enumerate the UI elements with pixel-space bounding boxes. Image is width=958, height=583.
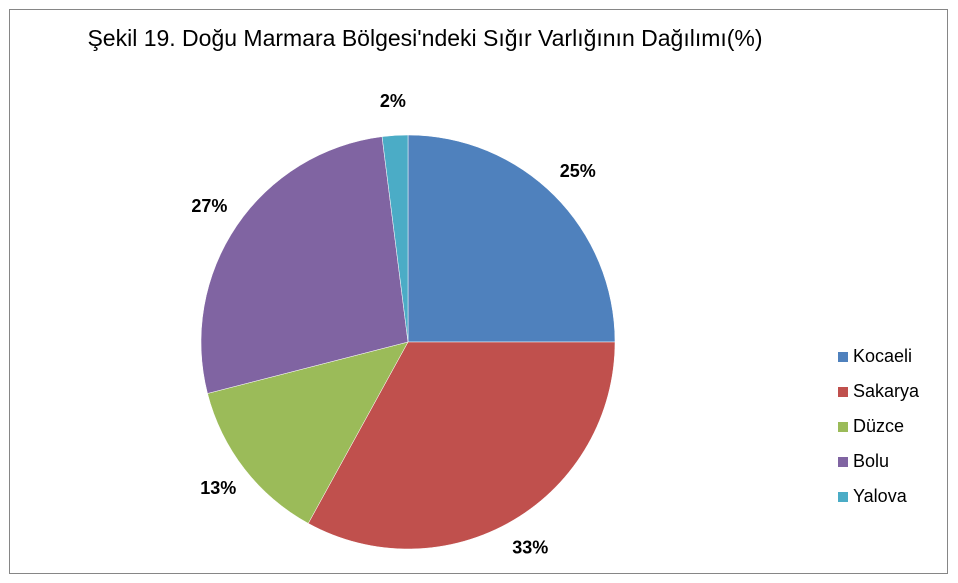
data-label: 33% bbox=[512, 537, 548, 557]
legend-swatch bbox=[838, 492, 848, 502]
pie-slice bbox=[407, 134, 616, 343]
pie-slice bbox=[381, 134, 409, 343]
data-label: 25% bbox=[560, 161, 596, 181]
legend-label: Yalova bbox=[853, 486, 908, 506]
legend-swatch bbox=[838, 387, 848, 397]
pie-slice bbox=[200, 136, 409, 394]
pie-slice bbox=[307, 341, 616, 550]
legend-label: Düzce bbox=[853, 416, 904, 436]
data-label: 13% bbox=[200, 478, 236, 498]
data-label: 27% bbox=[191, 196, 227, 216]
pie-slice bbox=[207, 341, 409, 524]
legend-swatch bbox=[838, 352, 848, 362]
data-label: 2% bbox=[380, 91, 406, 111]
legend-label: Kocaeli bbox=[853, 346, 912, 366]
legend-swatch bbox=[838, 422, 848, 432]
legend-label: Bolu bbox=[853, 451, 889, 471]
legend-label: Sakarya bbox=[853, 381, 920, 401]
chart-title: Şekil 19. Doğu Marmara Bölgesi'ndeki Sığ… bbox=[87, 25, 763, 51]
legend-swatch bbox=[838, 457, 848, 467]
